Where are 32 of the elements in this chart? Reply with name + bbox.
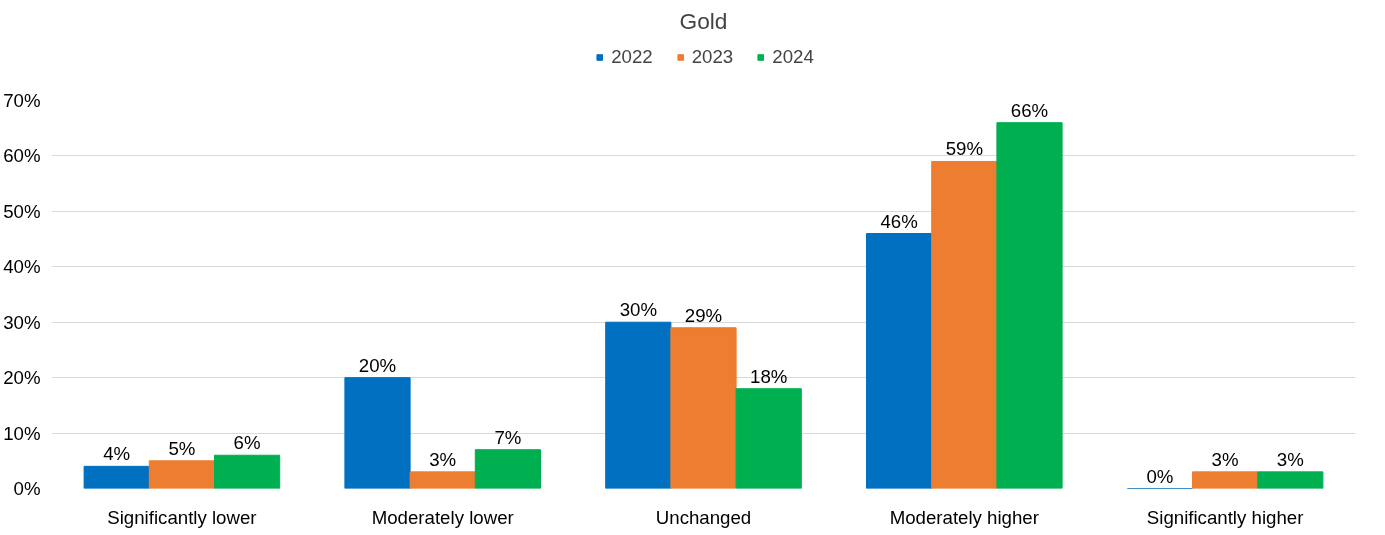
x-tick-label: Significantly higher <box>1146 506 1304 528</box>
data-label: 20% <box>358 354 397 376</box>
data-label: 4% <box>103 443 131 465</box>
legend-label: 2022 <box>611 45 653 68</box>
y-tick-label: 60% <box>3 145 41 167</box>
y-tick-label: 70% <box>3 90 41 111</box>
data-label: 66% <box>1010 99 1049 121</box>
data-label: 3% <box>429 448 457 470</box>
y-tick-label: 40% <box>3 256 41 278</box>
data-label: 59% <box>945 138 983 160</box>
data-label: 7% <box>494 426 522 448</box>
data-label: 6% <box>233 432 261 454</box>
x-tick-label: Moderately higher <box>889 506 1039 528</box>
y-tick-label: 20% <box>3 367 41 389</box>
data-label: 30% <box>619 299 657 321</box>
x-tick-label: Unchanged <box>655 506 752 528</box>
data-label: 3% <box>1276 448 1304 470</box>
y-tick-label: 30% <box>3 311 41 333</box>
legend-label: 2024 <box>772 45 814 68</box>
data-label: 46% <box>880 210 918 232</box>
data-label: 5% <box>168 437 196 459</box>
y-tick-label: 10% <box>3 422 41 444</box>
data-label: 3% <box>1211 448 1239 470</box>
y-tick-label: 50% <box>3 200 41 222</box>
x-tick-label: Moderately lower <box>371 506 514 528</box>
data-label: 29% <box>684 304 723 326</box>
x-tick-label: Significantly lower <box>107 506 257 528</box>
chart-title: Gold <box>679 7 728 34</box>
y-tick-label: 0% <box>13 478 41 499</box>
data-label: 18% <box>750 365 788 387</box>
data-label: 0% <box>1146 465 1174 487</box>
legend-label: 2023 <box>691 45 734 68</box>
